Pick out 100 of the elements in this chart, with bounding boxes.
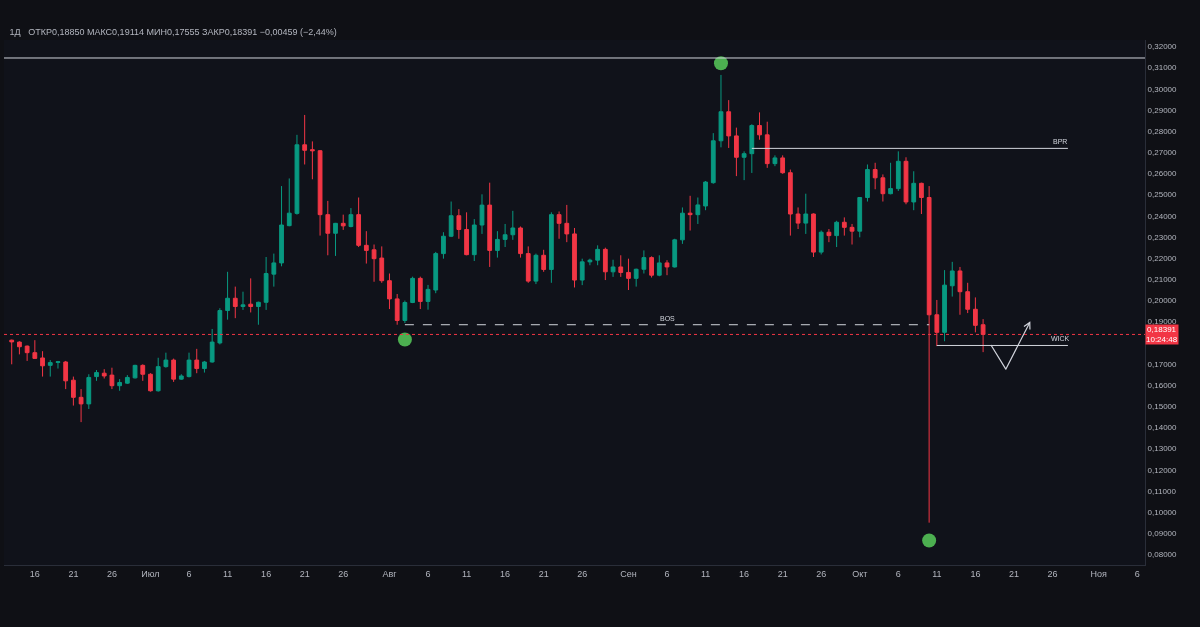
candlestick bbox=[279, 185, 284, 267]
x-tick-label: 21 bbox=[1008, 568, 1019, 579]
candlestick bbox=[425, 284, 431, 311]
x-tick-label: 16 bbox=[29, 568, 40, 579]
candlestick bbox=[402, 300, 408, 324]
candlestick bbox=[618, 254, 624, 278]
candlestick bbox=[818, 230, 824, 255]
x-tick-label: 11 bbox=[461, 568, 472, 579]
candlestick bbox=[24, 344, 30, 362]
y-tick-label: 0,30000 bbox=[1147, 84, 1178, 94]
y-tick-label: 0,17000 bbox=[1147, 359, 1178, 369]
x-tick-label: 11 bbox=[932, 568, 942, 579]
chart-title: 1Д ОТКР0,18850 МАКС0,19114 МИН0,17555 ЗАКР0,18391 −0,00459 (−2,44%) bbox=[9, 26, 337, 37]
candlestick bbox=[487, 182, 493, 268]
candlestick bbox=[579, 258, 585, 286]
candlestick bbox=[518, 226, 523, 259]
candlestick bbox=[610, 259, 616, 278]
x-tick-label: Июл bbox=[141, 568, 160, 579]
candlestick bbox=[325, 200, 331, 256]
x-tick-label: 6 bbox=[664, 568, 670, 579]
candlestick bbox=[772, 154, 778, 167]
x-tick-label: 26 bbox=[577, 568, 588, 579]
candlestick bbox=[225, 271, 230, 321]
candlestick bbox=[456, 208, 462, 240]
candlestick bbox=[32, 339, 38, 360]
candlestick bbox=[17, 340, 22, 355]
candlestick bbox=[132, 364, 138, 379]
x-tick-label: 6 bbox=[895, 568, 901, 579]
candlestick bbox=[302, 114, 308, 165]
candlestick bbox=[780, 154, 786, 175]
candlestick bbox=[548, 211, 554, 284]
candlestick bbox=[124, 374, 130, 385]
candlestick bbox=[533, 253, 539, 285]
candlestick bbox=[587, 258, 593, 266]
candlestick bbox=[888, 162, 893, 195]
candlestick bbox=[641, 249, 647, 274]
y-tick-label: 0,29000 bbox=[1147, 105, 1178, 115]
candlestick bbox=[148, 372, 153, 393]
candlestick bbox=[510, 210, 516, 241]
candlestick bbox=[394, 293, 400, 326]
candlestick bbox=[718, 74, 724, 148]
candlestick bbox=[340, 214, 346, 231]
y-tick-label: 0,09000 bbox=[1147, 529, 1178, 539]
candlestick bbox=[155, 357, 161, 393]
candlestick bbox=[441, 231, 446, 260]
y-tick-label: 0,13000 bbox=[1147, 444, 1178, 454]
candlestick bbox=[664, 259, 670, 276]
candlestick bbox=[803, 193, 809, 235]
candlestick bbox=[78, 388, 84, 423]
candlestick bbox=[47, 359, 53, 378]
y-tick-label: 0,22000 bbox=[1147, 253, 1178, 263]
x-tick-label: 16 bbox=[261, 568, 272, 579]
candlestick bbox=[379, 245, 385, 284]
candlestick bbox=[857, 196, 863, 238]
y-tick-label: 0,25000 bbox=[1147, 190, 1178, 200]
y-tick-label: 0,28000 bbox=[1147, 126, 1178, 136]
candlestick bbox=[417, 276, 423, 310]
candlestick bbox=[672, 238, 678, 269]
candlestick bbox=[63, 360, 69, 390]
candlestick bbox=[9, 339, 15, 365]
y-tick-label: 0,08000 bbox=[1147, 550, 1178, 560]
candlestick bbox=[363, 230, 369, 265]
candlestick bbox=[502, 223, 508, 248]
candlestick bbox=[240, 291, 246, 311]
candlestick bbox=[911, 170, 917, 211]
candlestick bbox=[734, 127, 739, 177]
y-tick-label: 0,12000 bbox=[1147, 465, 1178, 475]
y-tick-label: 0,11000 bbox=[1147, 486, 1177, 496]
y-tick-label: 0,15000 bbox=[1147, 402, 1178, 412]
candlestick bbox=[86, 373, 92, 410]
candlestick bbox=[495, 230, 500, 259]
x-tick-label: 21 bbox=[68, 568, 79, 579]
y-tick-label: 0,24000 bbox=[1147, 211, 1178, 221]
y-tick-label: 0,26000 bbox=[1147, 169, 1178, 179]
candlestick bbox=[348, 207, 354, 228]
x-tick-label: 16 bbox=[739, 568, 750, 579]
y-tick-label: 0,14000 bbox=[1147, 423, 1178, 433]
candlestick bbox=[656, 254, 662, 277]
candlestick bbox=[787, 169, 793, 237]
candlestick bbox=[94, 369, 99, 382]
candlestick bbox=[464, 211, 469, 256]
candlestick bbox=[109, 367, 115, 390]
candlestick bbox=[71, 376, 76, 407]
candlestick bbox=[957, 266, 963, 316]
candlestick bbox=[333, 222, 338, 257]
candlestick bbox=[703, 180, 708, 211]
x-tick-label: 26 bbox=[106, 568, 117, 579]
candlestick bbox=[949, 261, 955, 298]
candlestick bbox=[101, 368, 107, 379]
candlestick bbox=[525, 245, 531, 284]
candlestick bbox=[194, 348, 200, 374]
x-tick-label: 11 bbox=[222, 568, 233, 579]
candlestick bbox=[965, 282, 971, 314]
candlestick bbox=[764, 121, 770, 169]
y-tick-label: 0,20000 bbox=[1147, 296, 1178, 306]
candlestick bbox=[178, 373, 184, 381]
x-tick-label: 6 bbox=[186, 568, 192, 579]
candlestick bbox=[903, 156, 909, 205]
candlestick bbox=[55, 360, 61, 370]
candlestick bbox=[757, 111, 762, 141]
